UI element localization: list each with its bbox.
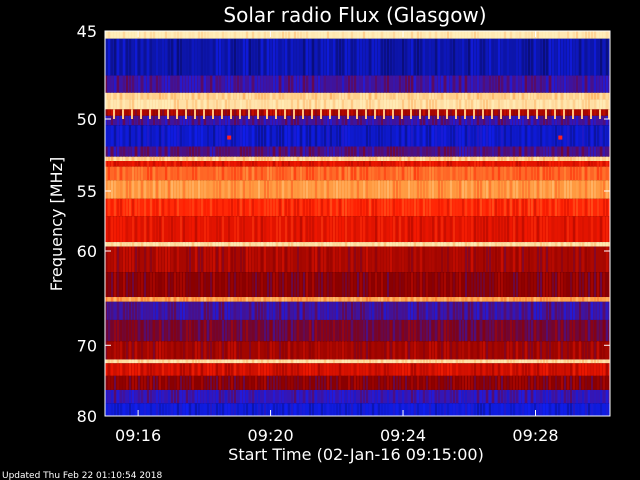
y-tick-label: 50 (77, 110, 97, 129)
band-texture (105, 198, 610, 217)
band-texture (105, 146, 610, 157)
y-tick-label: 45 (77, 22, 97, 41)
band-texture (105, 359, 610, 364)
band-texture (105, 75, 610, 93)
band-texture (105, 31, 610, 39)
marker-layer (227, 135, 563, 140)
y-tick-label: 70 (77, 336, 97, 355)
x-tick-label: 09:24 (380, 426, 426, 445)
band-texture (105, 180, 610, 199)
x-tick-label: 09:16 (115, 426, 161, 445)
band-texture (105, 375, 610, 390)
spectrogram-heatmap (105, 31, 610, 416)
band-texture (105, 301, 610, 320)
band-texture (105, 389, 610, 404)
band-texture (105, 125, 610, 147)
y-tick-label: 55 (77, 182, 97, 201)
band-texture (105, 319, 610, 342)
band-texture (105, 403, 610, 416)
periodic-pulses (113, 109, 610, 119)
x-axis: 09:16 09:20 09:24 09:28 (115, 31, 559, 445)
band-texture (105, 272, 610, 298)
band-texture (105, 341, 610, 360)
event-marker (558, 135, 563, 140)
y-axis-label: Frequency [MHz] (47, 157, 66, 291)
plot-frame (104, 30, 611, 417)
band-texture (105, 99, 610, 110)
updated-timestamp: Updated Thu Feb 22 01:10:54 2018 (2, 471, 163, 480)
band-texture (105, 297, 610, 302)
band-texture (105, 156, 610, 161)
y-axis: 45 50 55 60 70 80 (77, 22, 610, 426)
band-texture (105, 166, 610, 181)
band-texture (105, 363, 610, 376)
y-tick-label: 80 (77, 407, 97, 426)
band-texture (105, 246, 610, 273)
x-tick-label: 09:28 (512, 426, 558, 445)
event-marker (227, 135, 232, 140)
band-texture (105, 92, 610, 100)
x-axis-label: Start Time (02-Jan-16 09:15:00) (228, 445, 484, 464)
band-texture (105, 242, 610, 247)
y-tick-label: 60 (77, 242, 97, 261)
band-texture (105, 161, 610, 167)
chart-title: Solar radio Flux (Glasgow) (223, 3, 486, 27)
x-tick-label: 09:20 (248, 426, 294, 445)
band-texture (105, 216, 610, 243)
band-texture (105, 38, 610, 76)
